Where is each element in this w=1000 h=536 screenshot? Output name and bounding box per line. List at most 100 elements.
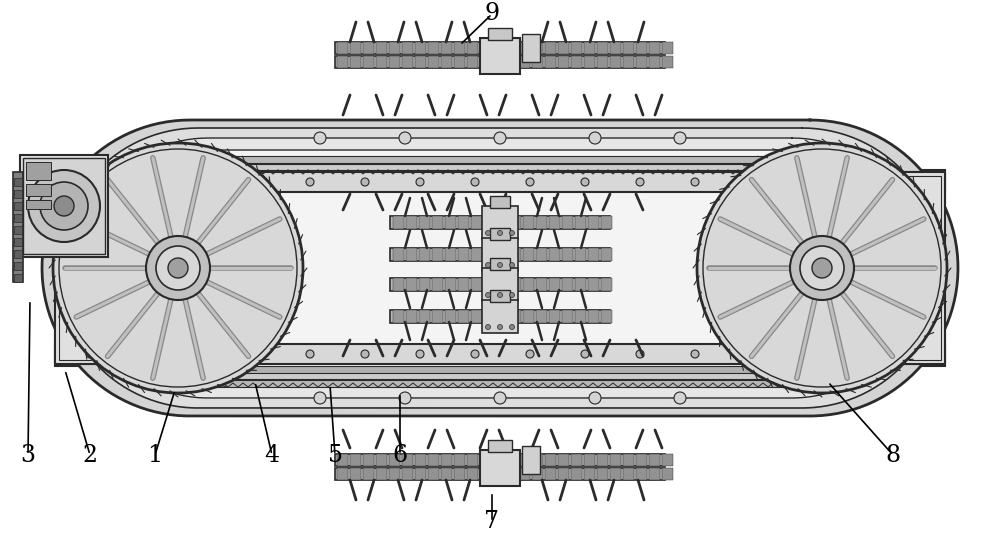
Bar	[562, 278, 573, 291]
Bar	[493, 56, 504, 68]
Bar	[415, 454, 426, 466]
Bar	[480, 450, 520, 486]
Circle shape	[486, 293, 490, 297]
Bar	[519, 42, 530, 54]
Bar	[335, 468, 665, 480]
Bar	[428, 42, 439, 54]
Circle shape	[498, 263, 503, 267]
Circle shape	[801, 350, 809, 358]
Bar	[393, 278, 404, 291]
Circle shape	[471, 350, 479, 358]
Bar	[26, 184, 51, 196]
Circle shape	[494, 132, 506, 144]
Circle shape	[801, 178, 809, 186]
Circle shape	[800, 246, 844, 290]
Bar	[522, 446, 540, 474]
Bar	[467, 56, 478, 68]
Bar	[480, 42, 491, 54]
Bar	[178, 170, 822, 177]
Bar	[178, 380, 822, 387]
Bar	[441, 56, 452, 68]
Bar	[584, 42, 595, 54]
Bar	[415, 56, 426, 68]
Bar	[471, 278, 482, 291]
Bar	[597, 56, 608, 68]
Text: 6: 6	[392, 443, 408, 466]
Circle shape	[494, 392, 506, 404]
Circle shape	[141, 350, 149, 358]
Bar	[20, 155, 108, 257]
Bar	[575, 216, 586, 229]
Circle shape	[156, 246, 200, 290]
Bar	[575, 248, 586, 261]
Bar	[178, 366, 822, 373]
Circle shape	[581, 178, 589, 186]
Bar	[584, 468, 595, 480]
Circle shape	[526, 178, 534, 186]
Bar	[519, 468, 530, 480]
Bar	[419, 310, 430, 323]
Bar	[480, 454, 491, 466]
Bar	[458, 248, 469, 261]
Bar	[14, 250, 22, 258]
Circle shape	[146, 236, 210, 300]
Bar	[532, 468, 543, 480]
Bar	[432, 216, 443, 229]
Bar	[571, 468, 582, 480]
Bar	[445, 278, 456, 291]
Bar	[393, 216, 404, 229]
Bar	[467, 468, 478, 480]
Circle shape	[486, 324, 490, 330]
Bar	[389, 42, 400, 54]
Text: 2: 2	[82, 443, 98, 466]
Bar	[584, 454, 595, 466]
Bar	[575, 310, 586, 323]
Bar	[623, 42, 634, 54]
Bar	[662, 468, 673, 480]
Circle shape	[361, 178, 369, 186]
Bar	[558, 42, 569, 54]
Circle shape	[196, 178, 204, 186]
Bar	[493, 468, 504, 480]
Circle shape	[510, 230, 514, 235]
Circle shape	[674, 392, 686, 404]
Bar	[601, 216, 612, 229]
Bar	[55, 344, 945, 364]
Bar	[406, 248, 417, 261]
Bar	[522, 34, 540, 62]
Circle shape	[486, 230, 490, 235]
Bar	[350, 468, 361, 480]
Bar	[178, 156, 822, 163]
Bar	[490, 258, 510, 270]
Circle shape	[314, 392, 326, 404]
Circle shape	[526, 350, 534, 358]
Bar	[532, 56, 543, 68]
Circle shape	[812, 258, 832, 278]
Bar	[571, 454, 582, 466]
Polygon shape	[78, 138, 922, 398]
Bar	[562, 310, 573, 323]
Bar	[636, 42, 647, 54]
Circle shape	[86, 178, 94, 186]
Bar	[350, 454, 361, 466]
Circle shape	[361, 350, 369, 358]
Bar	[390, 248, 610, 261]
Bar	[432, 310, 443, 323]
Text: 4: 4	[264, 443, 280, 466]
Bar	[536, 248, 547, 261]
Bar	[523, 310, 534, 323]
Bar	[623, 468, 634, 480]
Bar	[601, 310, 612, 323]
Circle shape	[510, 324, 514, 330]
Bar	[337, 454, 348, 466]
Bar	[610, 468, 621, 480]
Bar	[402, 468, 413, 480]
Polygon shape	[102, 150, 898, 386]
Bar	[623, 56, 634, 68]
Bar	[402, 454, 413, 466]
Bar	[523, 216, 534, 229]
Bar	[482, 268, 518, 301]
Bar	[14, 202, 22, 210]
Bar	[419, 278, 430, 291]
Bar	[597, 468, 608, 480]
